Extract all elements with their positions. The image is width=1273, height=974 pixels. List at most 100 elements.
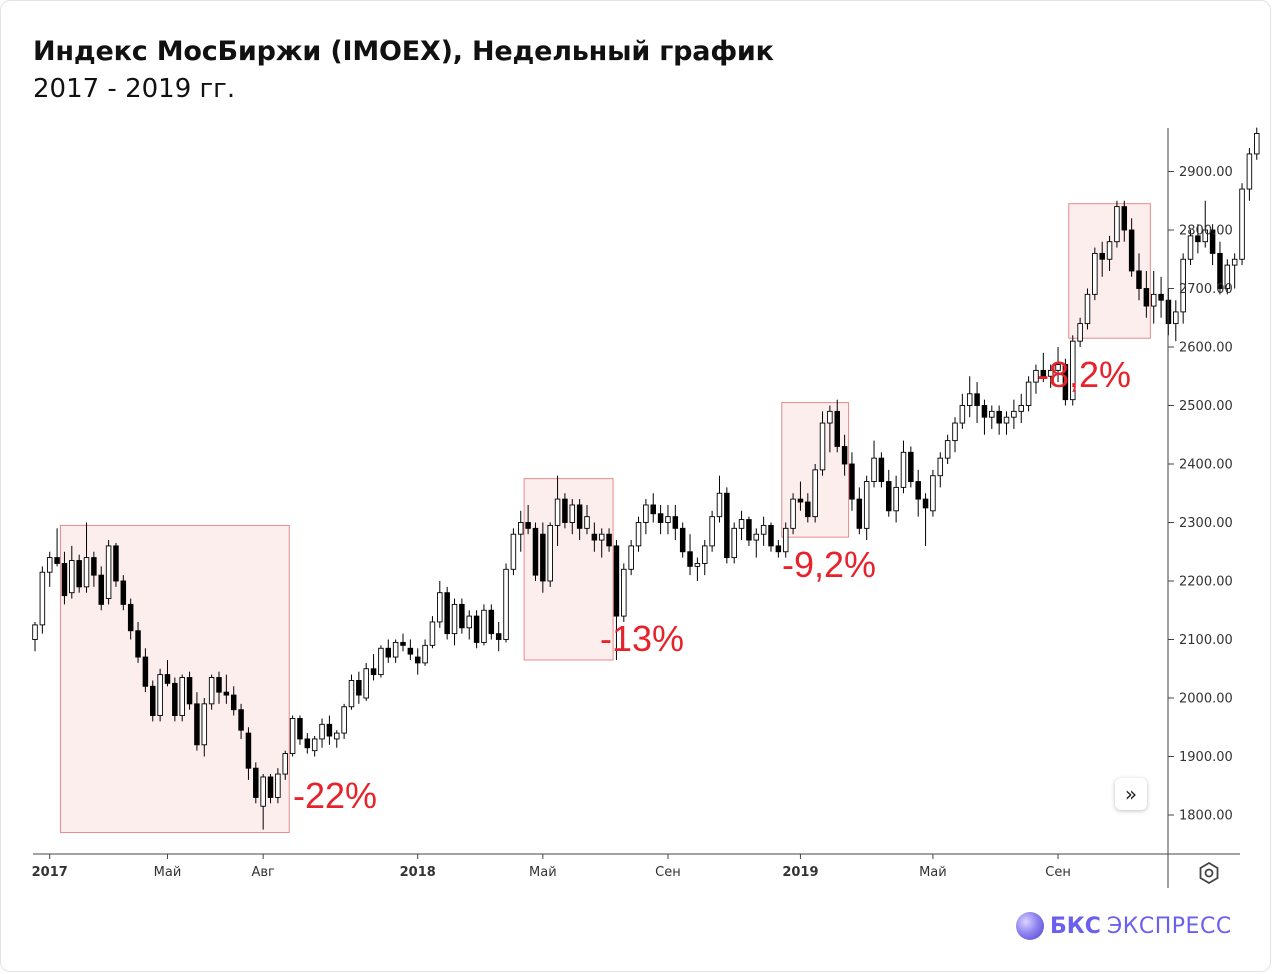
- candle-body: [1033, 369, 1039, 383]
- candle-body: [1224, 264, 1231, 289]
- candle-body: [863, 481, 870, 529]
- candle-body: [598, 533, 605, 541]
- candle-body: [172, 682, 178, 716]
- candle-body: [1180, 258, 1186, 313]
- candle-body: [459, 603, 465, 629]
- candle-body: [1246, 153, 1253, 190]
- candle-body: [400, 641, 406, 646]
- candle-body: [208, 677, 215, 705]
- candle-body: [414, 656, 421, 664]
- candle-body: [782, 527, 789, 553]
- candle-body: [1047, 369, 1054, 377]
- candle-body: [606, 533, 612, 547]
- candle-body: [370, 668, 377, 676]
- candle-body: [1062, 364, 1069, 401]
- y-tick-label: 2700.00: [1179, 282, 1233, 297]
- candle-body: [1239, 188, 1245, 260]
- candle-body: [922, 498, 929, 509]
- candle-body: [98, 574, 104, 605]
- candle-body: [613, 545, 620, 617]
- candle-body: [113, 545, 119, 582]
- candle-body: [525, 522, 531, 529]
- candle-body: [186, 677, 193, 705]
- candle-body: [216, 677, 222, 693]
- candle-body: [356, 680, 362, 696]
- candle-body: [576, 504, 583, 529]
- y-tick-label: 1800.00: [1179, 809, 1233, 824]
- x-tick-label: Май: [529, 865, 557, 880]
- candle-body: [481, 609, 487, 643]
- candle-body: [532, 527, 539, 576]
- candle-body: [326, 723, 333, 737]
- candle-body: [422, 644, 428, 664]
- candle-body: [812, 469, 818, 518]
- candle-body: [635, 522, 642, 547]
- drawdown-label: -13%: [600, 618, 684, 659]
- candle-body: [311, 738, 318, 752]
- candle-body: [142, 656, 149, 687]
- candle-body: [194, 703, 200, 746]
- y-tick-label: 2500.00: [1179, 399, 1233, 414]
- candle-body: [1136, 270, 1142, 289]
- candle-body: [1099, 252, 1105, 260]
- candle-body: [105, 545, 112, 600]
- candle-body: [407, 647, 414, 655]
- candle-body: [1077, 323, 1083, 342]
- brand-logo: БКС ЭКСПРЕСС: [1016, 912, 1232, 940]
- candle-body: [1209, 229, 1216, 254]
- candle-body: [702, 545, 708, 564]
- candle-body: [966, 393, 973, 406]
- candle-body: [46, 557, 53, 573]
- candle-body: [282, 753, 288, 775]
- candle-body: [1070, 340, 1076, 401]
- candle-body: [253, 767, 259, 798]
- candle-body: [1187, 235, 1194, 260]
- candle-body: [665, 516, 671, 523]
- candle-body: [797, 498, 804, 503]
- candle-body: [518, 522, 524, 535]
- candle-body: [1231, 258, 1238, 266]
- candle-body: [834, 410, 840, 447]
- bks-logo-icon: [1016, 912, 1044, 940]
- candle-body: [856, 498, 863, 529]
- candle-body: [466, 615, 472, 629]
- candle-body: [297, 718, 303, 740]
- candle-body: [621, 568, 627, 617]
- candle-body: [989, 410, 995, 418]
- candle-body: [724, 492, 730, 559]
- candle-body: [679, 527, 686, 553]
- candle-body: [819, 422, 826, 471]
- candle-body: [378, 647, 384, 676]
- brand-name-bold: БКС: [1050, 913, 1101, 939]
- x-tick-label: 2018: [400, 865, 436, 880]
- candle-body: [260, 776, 266, 807]
- candle-body: [392, 641, 399, 658]
- candle-body: [760, 524, 767, 535]
- candle-body: [429, 621, 436, 646]
- scroll-to-latest-button[interactable]: »: [1115, 778, 1147, 810]
- candle-body: [1143, 288, 1150, 307]
- candle-body: [437, 592, 443, 623]
- candle-body: [643, 504, 649, 523]
- candle-body: [540, 533, 546, 582]
- candle-body: [937, 457, 944, 477]
- candle-body: [473, 615, 480, 643]
- x-tick-label: Сен: [655, 865, 681, 880]
- candle-body: [1092, 252, 1098, 295]
- candle-body: [61, 563, 68, 597]
- y-tick-label: 2000.00: [1179, 692, 1233, 707]
- candle-body: [1202, 229, 1208, 243]
- drawdown-label: -8,2%: [1037, 354, 1131, 395]
- candle-body: [1055, 364, 1061, 371]
- candle-body: [753, 533, 760, 541]
- candle-body: [348, 680, 355, 708]
- candle-body: [944, 440, 951, 459]
- gear-icon[interactable]: [1196, 860, 1222, 886]
- y-tick-label: 2400.00: [1179, 458, 1233, 473]
- candle-body: [179, 677, 185, 717]
- double-chevron-right-icon: »: [1124, 782, 1138, 806]
- y-tick-label: 1900.00: [1179, 750, 1233, 765]
- candle-body: [385, 647, 392, 658]
- drawdown-box: [523, 478, 614, 661]
